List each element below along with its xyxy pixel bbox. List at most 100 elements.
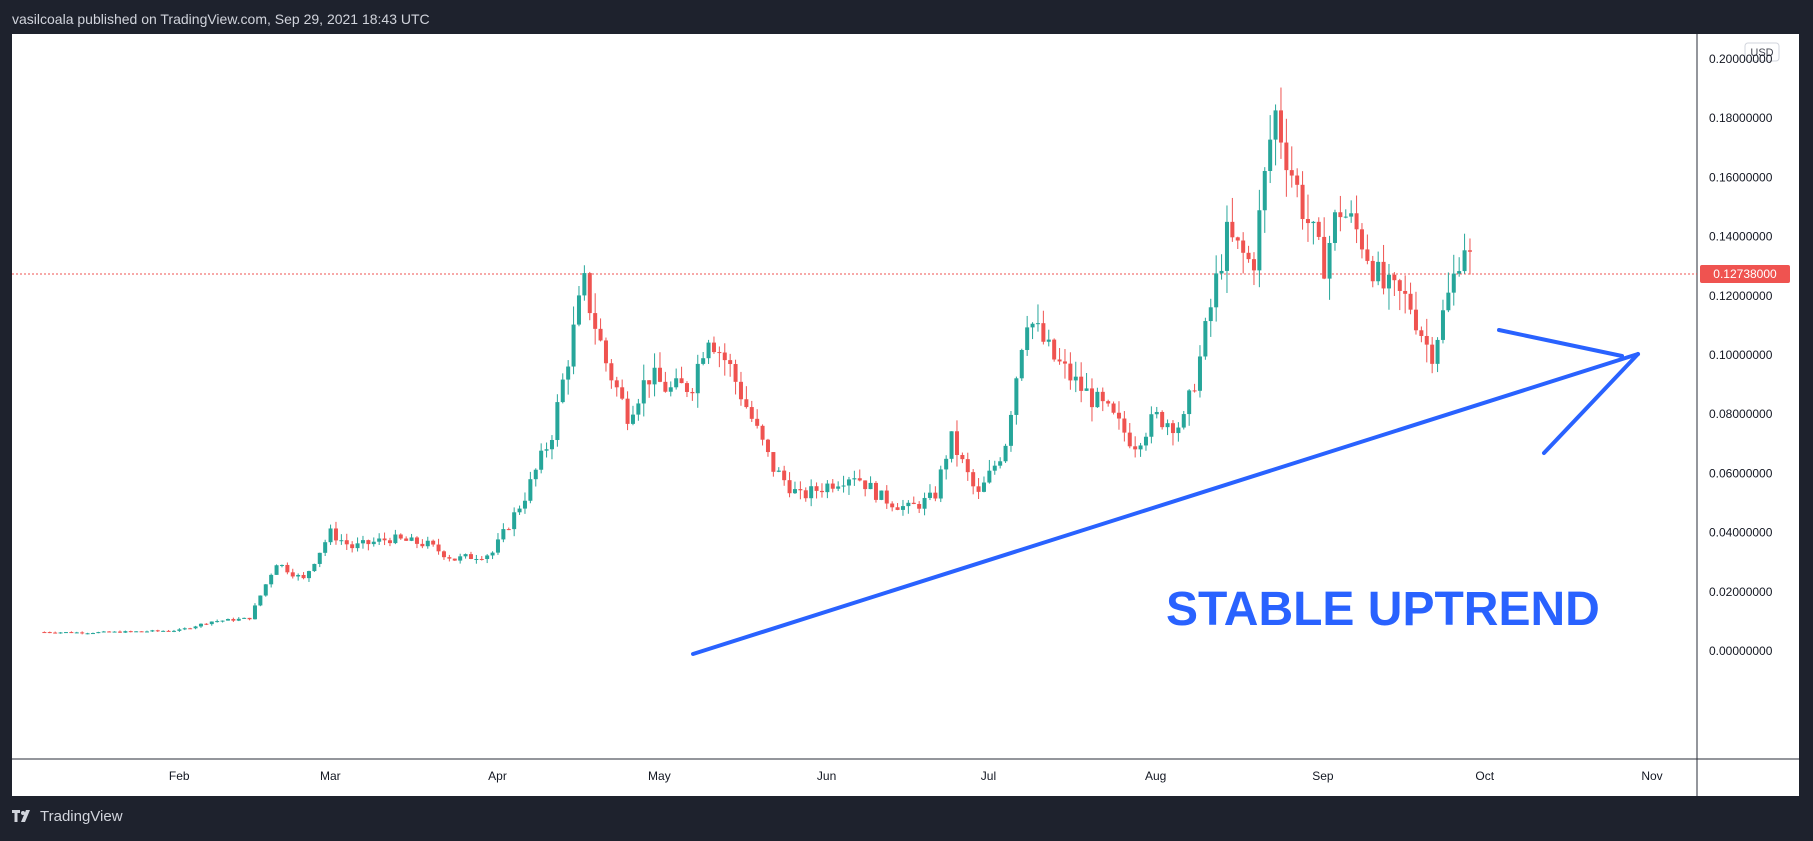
arrow-line[interactable] [1542,352,1640,455]
candle-body [603,340,608,364]
x-tick-label: Jul [981,769,996,783]
candle-body [285,564,290,573]
candle-body [301,574,306,579]
candle-body [306,571,311,579]
candle-body [1187,390,1192,415]
candle-body [204,623,209,625]
candle-body [1154,411,1159,415]
candle-body [549,440,554,450]
candle-body [868,482,873,490]
candle-body [1343,216,1348,218]
candle-body [1068,363,1073,381]
candle-body [1446,292,1451,311]
last-price-tag [1700,264,1790,283]
candle-body [1338,212,1343,218]
candle-body [1035,323,1040,325]
candle-body [1133,446,1138,450]
candle-body [663,381,668,392]
y-tick-label: 0.12000000 [1709,289,1773,303]
candle-body [1381,261,1386,289]
candle-body [1073,376,1078,381]
candle-body [382,538,387,541]
candle-body [1370,260,1375,282]
candlestick-chart[interactable]: USD 0.20000000 0.18000000 0.16000000 0.1400… [12,34,1799,796]
candle-body [409,537,414,541]
x-axis-ticks: Feb Mar Apr May Jun Jul Aug Sep Oct Nov [169,769,1663,783]
candle-body [101,631,106,633]
candle-body [350,544,355,549]
x-tick-label: Jun [817,769,836,783]
candle-body [290,572,295,577]
candle-body [128,631,133,633]
candle-body [544,449,549,451]
candle-body [625,398,630,424]
candle-body [360,540,365,544]
candle-body [593,313,598,329]
y-tick-label: 0.04000000 [1709,526,1773,540]
candle-body [1327,242,1332,279]
candle-body [177,629,182,631]
candle-body [63,632,68,634]
candle-body [776,470,781,472]
candle-body [949,431,954,459]
candle-body [1181,414,1186,428]
tradingview-logo-icon [12,809,30,822]
candle-body [512,512,517,530]
candle-body [1062,361,1067,364]
candle-body [220,620,225,622]
candle-body [1430,344,1435,364]
candle-body [398,534,403,539]
candle-body [274,565,279,575]
candle-body [506,529,511,531]
candle-body [47,632,52,634]
publish-header: vasilcoala published on TradingView.com,… [0,0,1813,34]
candle-body [647,380,652,385]
candle-body [90,633,95,635]
candle-body [1300,184,1305,220]
candle-body [1273,110,1278,140]
candle-body [1214,273,1219,308]
chart-frame[interactable]: USD 0.20000000 0.18000000 0.16000000 0.1400… [12,34,1799,796]
candle-body [1025,327,1030,350]
candle-body [414,537,419,544]
candle-body [1289,170,1294,176]
candle-body [209,621,214,625]
candle-body [819,490,824,493]
brand[interactable]: TradingView [12,808,123,825]
x-tick-label: Apr [488,769,507,783]
candle-body [782,470,787,481]
annotation-text: STABLE UPTREND [1166,583,1600,636]
candle-body [377,538,382,542]
candle-body [814,486,819,491]
candle-body [711,342,716,353]
candle-body [728,360,733,365]
candle-body [355,543,360,549]
y-tick-label: 0.02000000 [1709,585,1773,599]
candle-body [701,358,706,364]
candle-body [652,367,657,385]
candle-body [1419,330,1424,336]
candle-body [1424,335,1429,345]
candle-body [922,497,927,509]
candle-body [809,486,814,499]
candle-body [620,387,625,399]
candle-body [1467,250,1472,252]
candle-body [188,628,193,630]
candle-body [279,564,284,566]
candle-body [668,387,673,392]
uptrend-line[interactable] [691,352,1640,656]
brand-label: TradingView [40,808,123,825]
candle-body [879,490,884,500]
x-tick-label: Mar [320,769,341,783]
upper-trend-line[interactable] [1497,328,1624,358]
candle-body [1192,390,1197,392]
candle-body [987,470,992,483]
candle-body [1203,321,1208,357]
candle-body [123,631,128,633]
candle-body [490,552,495,556]
candle-body [339,540,344,542]
candle-body [1408,293,1413,310]
candle-body [555,402,560,441]
currency-badge[interactable] [1744,42,1780,62]
candle-body [1440,310,1445,340]
